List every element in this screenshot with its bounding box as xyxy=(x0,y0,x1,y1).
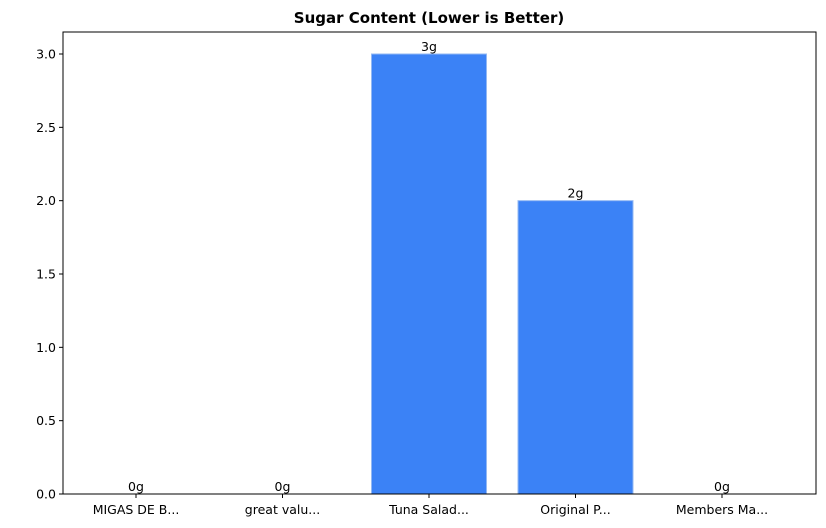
bar-4 xyxy=(517,200,634,495)
x-tick-label-2: great valu... xyxy=(245,502,320,517)
data-label-3: 3g xyxy=(421,39,437,54)
x-tick-label-1: MIGAS DE B... xyxy=(93,502,180,517)
x-axis: MIGAS DE B... great valu... Tuna Salad... O… xyxy=(93,494,768,517)
x-tick-label-5: Members Ma... xyxy=(676,502,768,517)
data-labels-layer: 0g 0g 3g 2g 0g xyxy=(128,39,730,494)
y-tick-label-3: 1.0 xyxy=(36,340,56,355)
chart-title: Sugar Content (Lower is Better) xyxy=(294,9,564,27)
bars-layer xyxy=(371,53,634,495)
plot-area-frame xyxy=(62,31,817,495)
y-tick-label-1: 0.0 xyxy=(36,487,56,502)
x-tick-label-3: Tuna Salad... xyxy=(388,502,469,517)
bar-3 xyxy=(371,53,487,495)
data-label-5: 0g xyxy=(714,479,730,494)
y-tick-label-7: 3.0 xyxy=(36,47,56,62)
data-label-1: 0g xyxy=(128,479,144,494)
y-tick-label-6: 2.5 xyxy=(36,120,56,135)
y-tick-label-4: 1.5 xyxy=(36,267,56,282)
x-tick-label-4: Original P... xyxy=(540,502,610,517)
data-label-2: 0g xyxy=(275,479,291,494)
y-tick-label-5: 2.0 xyxy=(36,193,56,208)
y-axis: 0.0 0.5 1.0 1.5 2.0 2.5 3.0 xyxy=(36,47,63,502)
y-tick-label-2: 0.5 xyxy=(36,413,56,428)
data-label-4: 2g xyxy=(568,186,584,201)
